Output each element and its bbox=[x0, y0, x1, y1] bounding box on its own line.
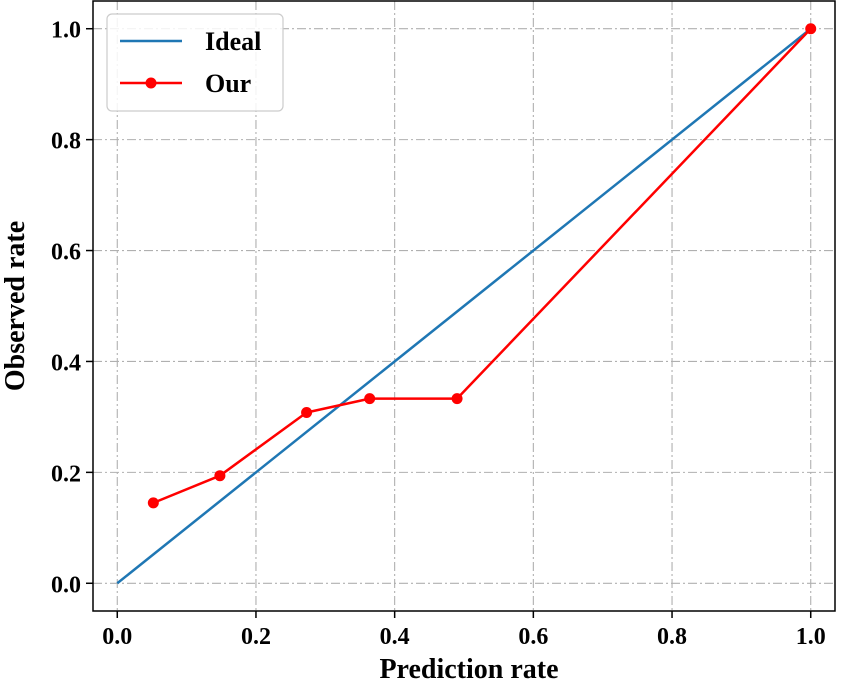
y-tick-label: 0.8 bbox=[51, 129, 81, 155]
x-tick-label: 1.0 bbox=[796, 624, 826, 650]
y-tick-label: 0.6 bbox=[51, 240, 81, 266]
x-axis-title: Prediction rate bbox=[379, 654, 558, 684]
plot-frame bbox=[92, 0, 836, 612]
x-tick-label: 0.2 bbox=[241, 624, 271, 650]
legend-marker-our bbox=[145, 77, 157, 89]
series-point-our bbox=[364, 393, 376, 405]
x-tick-label: 0.8 bbox=[657, 624, 687, 650]
series-point-our bbox=[214, 470, 226, 482]
y-tick-label: 0.2 bbox=[51, 461, 81, 487]
x-tick-label: 0.0 bbox=[102, 624, 132, 650]
series-point-our bbox=[451, 393, 463, 405]
series-point-our bbox=[301, 406, 313, 418]
x-tick-label: 0.6 bbox=[518, 624, 548, 650]
series-line-our bbox=[152, 27, 812, 505]
legend-label-our: Our bbox=[205, 69, 251, 98]
legend: Ideal Our bbox=[106, 13, 284, 112]
series-point-our bbox=[805, 23, 817, 35]
series-point-our bbox=[147, 497, 159, 509]
axis-ticks: 0.0 0.2 0.4 0.6 0.8 1.0 0.0 0.2 0.4 0.6 0.8 1.0 bbox=[51, 18, 826, 650]
y-tick-label: 0.0 bbox=[51, 572, 81, 598]
y-tick-label: 1.0 bbox=[51, 18, 81, 44]
legend-label-ideal: Ideal bbox=[205, 27, 261, 56]
y-axis-title: Observed rate bbox=[0, 221, 31, 391]
x-tick-label: 0.4 bbox=[380, 624, 410, 650]
series-layer bbox=[116, 23, 817, 585]
y-tick-label: 0.4 bbox=[51, 350, 81, 376]
series-line-ideal bbox=[116, 27, 812, 585]
